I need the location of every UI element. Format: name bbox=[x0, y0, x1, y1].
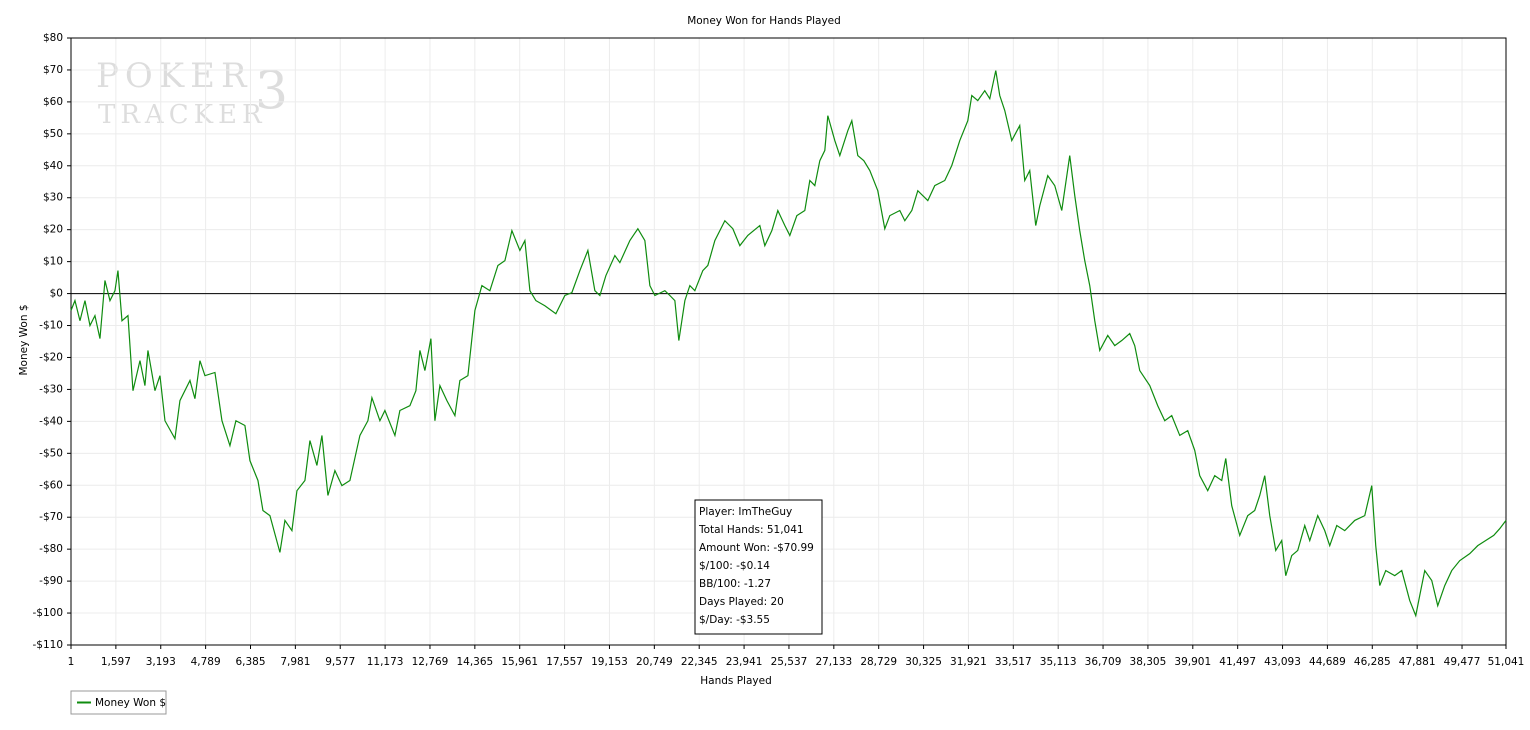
watermark: POKER TRACKER 3 bbox=[96, 56, 288, 130]
y-tick-label: $70 bbox=[43, 64, 63, 76]
x-tick-label: 17,557 bbox=[546, 656, 583, 668]
y-tick-label: $60 bbox=[43, 96, 63, 108]
x-tick-label: 4,789 bbox=[191, 656, 221, 668]
x-tick-label: 41,497 bbox=[1219, 656, 1256, 668]
x-tick-label: 36,709 bbox=[1085, 656, 1122, 668]
y-tick-label: -$110 bbox=[32, 639, 63, 651]
x-tick-label: 1,597 bbox=[101, 656, 131, 668]
plot-frame bbox=[70, 37, 1507, 646]
y-tick-label: $10 bbox=[43, 256, 63, 268]
y-axis-label: Money Won $ bbox=[18, 304, 30, 375]
y-tick-label: -$40 bbox=[39, 415, 63, 427]
legend-label: Money Won $ bbox=[95, 697, 166, 709]
x-tick-label: 22,345 bbox=[681, 656, 718, 668]
y-tick-label: $50 bbox=[43, 128, 63, 140]
y-tick-label: -$90 bbox=[39, 575, 63, 587]
y-tick-label: $40 bbox=[43, 160, 63, 172]
x-tick-label: 51,041 bbox=[1488, 656, 1525, 668]
x-tick-label: 3,193 bbox=[146, 656, 176, 668]
x-tick-label: 23,941 bbox=[726, 656, 763, 668]
y-tick-label: $30 bbox=[43, 192, 63, 204]
stats-line: Amount Won: -$70.99 bbox=[699, 542, 814, 554]
stats-line: Player: ImTheGuy bbox=[699, 506, 792, 518]
x-tick-label: 28,729 bbox=[860, 656, 897, 668]
x-tick-label: 31,921 bbox=[950, 656, 987, 668]
y-tick-label: -$50 bbox=[39, 447, 63, 459]
watermark-text: TRACKER bbox=[98, 100, 267, 130]
x-tick-label: 35,113 bbox=[1040, 656, 1077, 668]
x-tick-label: 25,537 bbox=[771, 656, 808, 668]
x-tick-label: 14,365 bbox=[456, 656, 493, 668]
x-axis-label: Hands Played bbox=[700, 675, 771, 687]
x-tick-label: 49,477 bbox=[1444, 656, 1481, 668]
y-tick-label: $80 bbox=[43, 32, 63, 44]
x-tick-label: 47,881 bbox=[1399, 656, 1436, 668]
y-tick-label: $20 bbox=[43, 224, 63, 236]
y-tick-label: -$20 bbox=[39, 351, 63, 363]
y-tick-label: -$60 bbox=[39, 479, 63, 491]
stats-line: Total Hands: 51,041 bbox=[698, 524, 804, 536]
x-tick-label: 7,981 bbox=[280, 656, 310, 668]
stats-line: BB/100: -1.27 bbox=[699, 578, 771, 590]
x-tick-label: 11,173 bbox=[367, 656, 404, 668]
y-tick-label: -$80 bbox=[39, 543, 63, 555]
y-tick-label: -$100 bbox=[32, 607, 63, 619]
x-tick-label: 44,689 bbox=[1309, 656, 1346, 668]
stats-line: $/Day: -$3.55 bbox=[699, 614, 770, 626]
y-tick-label: $0 bbox=[50, 288, 63, 300]
x-tick-label: 33,517 bbox=[995, 656, 1032, 668]
watermark-text: POKER bbox=[96, 56, 253, 96]
y-tick-label: -$30 bbox=[39, 383, 63, 395]
x-tick-label: 46,285 bbox=[1354, 656, 1391, 668]
y-tick-label: -$70 bbox=[39, 511, 63, 523]
watermark-text: 3 bbox=[255, 62, 288, 122]
x-tick-label: 1 bbox=[68, 656, 75, 668]
x-tick-label: 39,901 bbox=[1174, 656, 1211, 668]
legend-box bbox=[70, 690, 167, 715]
x-tick-label: 30,325 bbox=[905, 656, 942, 668]
x-tick-label: 27,133 bbox=[815, 656, 852, 668]
stats-line: $/100: -$0.14 bbox=[699, 560, 770, 572]
x-tick-label: 15,961 bbox=[501, 656, 538, 668]
data-line bbox=[70, 70, 1507, 618]
stats-box bbox=[694, 499, 823, 635]
x-tick-label: 20,749 bbox=[636, 656, 673, 668]
x-tick-label: 6,385 bbox=[235, 656, 265, 668]
x-tick-label: 43,093 bbox=[1264, 656, 1301, 668]
chart-title: Money Won for Hands Played bbox=[687, 15, 841, 27]
stats-line: Days Played: 20 bbox=[699, 596, 784, 608]
x-tick-label: 12,769 bbox=[412, 656, 449, 668]
x-tick-label: 9,577 bbox=[325, 656, 355, 668]
x-tick-label: 19,153 bbox=[591, 656, 628, 668]
y-tick-label: -$10 bbox=[39, 320, 63, 332]
x-tick-label: 38,305 bbox=[1130, 656, 1167, 668]
